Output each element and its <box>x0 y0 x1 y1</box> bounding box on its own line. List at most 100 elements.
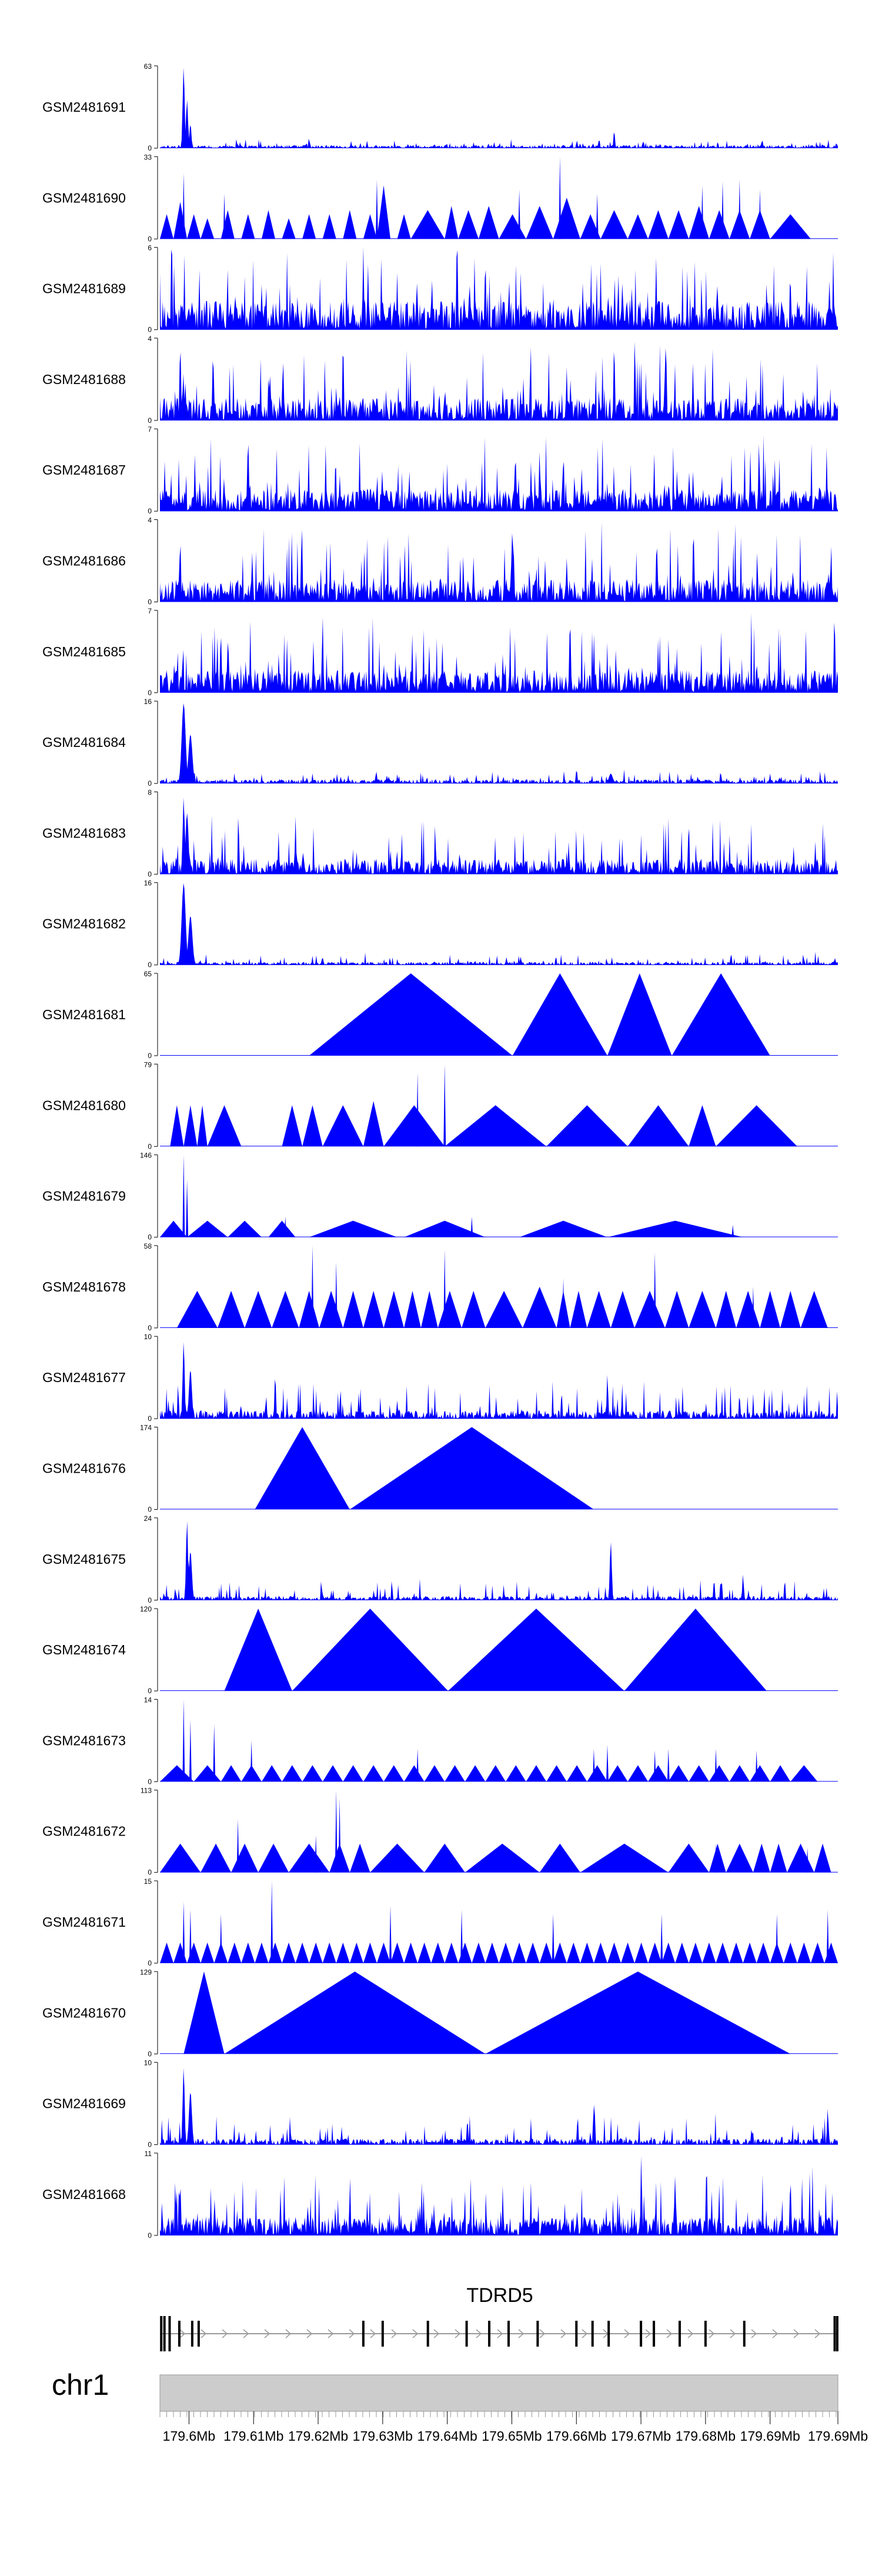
axis-tick-label: 179.68Mb <box>676 2428 736 2444</box>
track-GSM2481679: GSM2481679 146 0 <box>42 1152 838 1242</box>
track-label: GSM2481691 <box>42 99 126 115</box>
coverage-peak <box>299 1290 319 1328</box>
track-GSM2481685: GSM2481685 7 0 <box>42 607 838 697</box>
y-max-label: 15 <box>144 1877 152 1886</box>
coverage-spike <box>667 1749 670 1782</box>
coverage-peak <box>417 1943 432 1963</box>
gene-exon <box>575 2321 578 2347</box>
strand-arrow <box>285 2329 292 2338</box>
coverage-peak <box>201 218 215 239</box>
coverage-peak <box>797 1943 811 1963</box>
coverage-peak <box>472 1943 486 1963</box>
track-label: GSM2481673 <box>42 1733 126 1748</box>
coverage-peak <box>160 1765 194 1782</box>
strand-arrow <box>328 2329 334 2338</box>
gene-exon <box>833 2316 836 2351</box>
track-GSM2481675: GSM2481675 24 0 <box>42 1514 838 1604</box>
track-label: GSM2481683 <box>42 825 126 840</box>
coverage-spike <box>592 1749 595 1782</box>
strand-arrow <box>793 2329 800 2338</box>
coverage-peak <box>539 1943 553 1963</box>
y-zero-label: 0 <box>148 416 152 425</box>
coverage-peak <box>756 1943 770 1963</box>
coverage-peak <box>187 1220 228 1237</box>
coverage-peak <box>258 1843 289 1873</box>
coverage-spike <box>335 1262 338 1328</box>
coverage-spike <box>189 1910 192 1963</box>
coverage-peak <box>268 1943 282 1963</box>
coverage-peak <box>383 1290 405 1328</box>
coverage-peak <box>485 1943 499 1963</box>
coverage-peak <box>282 1105 303 1147</box>
coverage-peak <box>607 973 672 1056</box>
coverage-peak <box>580 214 601 239</box>
coverage-peak <box>485 1971 791 2054</box>
coverage-peak <box>634 1943 649 1963</box>
track-GSM2481668: GSM2481668 11 0 <box>42 2150 838 2240</box>
y-max-label: 7 <box>148 425 152 433</box>
coverage-peak <box>750 1765 770 1782</box>
track-GSM2481678: GSM2481678 58 0 <box>42 1242 838 1332</box>
track-GSM2481670: GSM2481670 129 0 <box>42 1968 838 2058</box>
coverage-peak <box>255 1943 269 1963</box>
coverage-peak <box>363 214 377 239</box>
coverage-spike <box>751 1286 754 1328</box>
track-label: GSM2481684 <box>42 735 126 750</box>
track-GSM2481683: GSM2481683 8 0 <box>42 788 838 878</box>
coverage-spike <box>315 1835 318 1873</box>
gene-exon <box>653 2321 656 2347</box>
coverage-peak <box>787 1843 814 1873</box>
coverage-peak <box>593 1943 607 1963</box>
coverage-peak <box>648 1943 662 1963</box>
coverage-peak <box>302 1105 323 1147</box>
coverage-peak <box>689 206 709 239</box>
gene-exon <box>465 2321 468 2347</box>
coverage-peak <box>376 1943 391 1963</box>
coverage-spike <box>738 179 741 239</box>
coverage-peak <box>462 1290 486 1328</box>
y-zero-label: 0 <box>148 2231 152 2240</box>
coverage-peak <box>627 1105 689 1147</box>
coverage-peak <box>363 1943 377 1963</box>
coverage-peak <box>546 1765 567 1782</box>
coverage-spike <box>223 193 226 239</box>
y-max-label: 63 <box>144 62 152 71</box>
coverage-peak <box>716 1290 737 1328</box>
coverage-peak <box>689 1765 709 1782</box>
coverage-peak <box>197 1105 208 1147</box>
coverage-spike <box>236 1818 239 1873</box>
coverage-peak <box>302 214 316 239</box>
coverage-peak <box>201 1843 232 1873</box>
y-zero-label: 0 <box>148 870 152 878</box>
y-zero-label: 0 <box>148 1868 152 1877</box>
coverage-peak <box>810 1943 824 1963</box>
strand-arrow <box>476 2329 482 2338</box>
coverage-spike <box>653 1252 656 1328</box>
coverage-peak <box>431 1943 445 1963</box>
coverage-area <box>160 703 838 784</box>
gene-exon <box>191 2321 193 2347</box>
strand-arrow <box>306 2329 313 2338</box>
coverage-peak <box>519 1220 607 1237</box>
coverage-peak <box>824 1943 838 1963</box>
strand-arrow <box>264 2329 270 2338</box>
coverage-peak <box>600 210 628 239</box>
coverage-peak <box>319 1290 343 1328</box>
y-max-label: 4 <box>148 516 152 525</box>
coverage-peak <box>607 1220 743 1237</box>
coverage-peak <box>349 1427 594 1510</box>
track-label: GSM2481682 <box>42 916 126 932</box>
coverage-peak <box>800 1290 828 1328</box>
coverage-peak <box>445 1105 547 1147</box>
coverage-area <box>160 67 838 148</box>
strand-arrow <box>666 2329 673 2338</box>
coverage-peak <box>220 1765 242 1782</box>
y-zero-label: 0 <box>148 779 152 788</box>
coverage-peak <box>322 1943 336 1963</box>
coverage-spike <box>186 1179 189 1237</box>
coverage-peak <box>485 1290 523 1328</box>
coverage-spike <box>606 1744 609 1782</box>
coverage-spike <box>559 156 562 239</box>
coverage-spike <box>213 1724 216 1782</box>
track-label: GSM2481671 <box>42 1914 126 1930</box>
